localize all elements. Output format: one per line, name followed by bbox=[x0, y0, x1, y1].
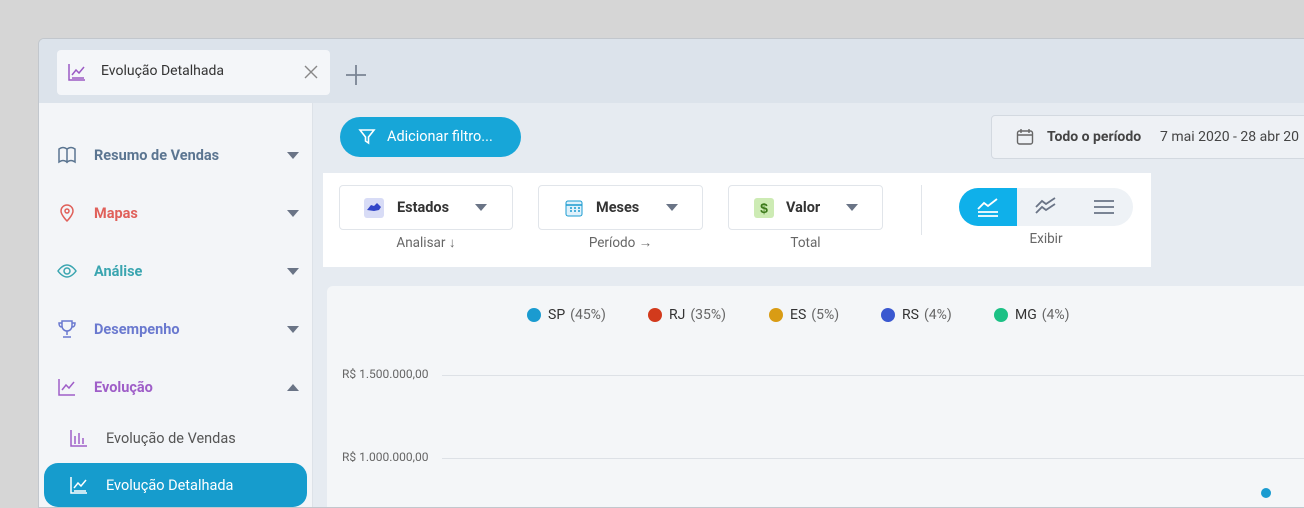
tab-bar: Evolução Detalhada bbox=[39, 39, 1304, 103]
tab-title: Evolução Detalhada bbox=[101, 63, 225, 79]
legend-name: MG bbox=[1015, 307, 1037, 323]
legend-dot bbox=[769, 308, 783, 322]
sidebar-subitem[interactable]: Evolução de Vendas bbox=[39, 418, 313, 458]
legend-dot bbox=[994, 308, 1008, 322]
sidebar-item[interactable]: Análise bbox=[39, 251, 313, 291]
sidebar-item[interactable]: Resumo de Vendas bbox=[39, 135, 313, 175]
sidebar-item[interactable]: Desempenho bbox=[39, 309, 313, 349]
data-point bbox=[1261, 488, 1271, 498]
legend-share: (35%) bbox=[690, 307, 727, 323]
legend-item[interactable]: RJ (35%) bbox=[648, 307, 726, 323]
y-axis-label: R$ 1.500.000,00 bbox=[342, 367, 429, 381]
sidebar-item[interactable]: Evolução bbox=[39, 367, 313, 407]
toggle-lines[interactable] bbox=[1035, 197, 1057, 217]
dropdown-value: Meses bbox=[596, 199, 640, 216]
window: Evolução Detalhada Resumo de Vendas Mapas… bbox=[38, 38, 1304, 508]
period-dropdown[interactable]: Meses bbox=[538, 185, 703, 230]
item-label: Desempenho bbox=[94, 320, 180, 338]
legend-item[interactable]: RS (4%) bbox=[881, 307, 952, 323]
legend-share: (5%) bbox=[811, 307, 840, 323]
legend-share: (4%) bbox=[1041, 307, 1070, 323]
tab[interactable]: Evolução Detalhada bbox=[57, 50, 330, 95]
screen: {"tab":{"title":"Evolução Detalhada"}, "… bbox=[38, 38, 1304, 508]
legend-dot bbox=[648, 308, 662, 322]
legend-name: RJ bbox=[669, 307, 686, 323]
legend-item[interactable]: SP (45%) bbox=[527, 307, 606, 323]
date-range[interactable]: Todo o período 7 mai 2020 - 28 abr 20 bbox=[991, 115, 1304, 159]
legend-dot bbox=[881, 308, 895, 322]
sidebar: Resumo de Vendas Mapas Análise Desempenho Ev… bbox=[39, 103, 313, 507]
legend-name: ES bbox=[790, 307, 807, 323]
divider bbox=[921, 185, 922, 235]
grid-line bbox=[442, 458, 1304, 459]
svg-text:$: $ bbox=[760, 200, 768, 216]
sidebar-subitem[interactable]: Evolução Detalhada bbox=[44, 463, 307, 507]
controls-panel: Estados Analisar ↓ Meses Período → $ Val… bbox=[323, 173, 1151, 267]
add-filter-button[interactable]: Adicionar filtro... bbox=[340, 117, 521, 157]
item-label: Mapas bbox=[94, 204, 138, 222]
legend-share: (4%) bbox=[923, 307, 952, 323]
dropdown-value: Valor bbox=[786, 199, 821, 216]
display-caption: Exibir bbox=[1029, 231, 1063, 247]
item-label: Evolução bbox=[94, 378, 153, 396]
dimension-dropdown[interactable]: Estados bbox=[339, 185, 513, 230]
item-label: Análise bbox=[94, 262, 143, 280]
legend-name: RS bbox=[902, 307, 919, 323]
tab-close[interactable] bbox=[304, 65, 318, 79]
period-range: 7 mai 2020 - 28 abr 20 bbox=[1160, 129, 1300, 145]
dropdown-value: Estados bbox=[397, 199, 450, 216]
period-label: Todo o período bbox=[1047, 129, 1142, 145]
add-filter-label: Adicionar filtro... bbox=[387, 128, 493, 145]
dropdown-caption: Analisar ↓ bbox=[396, 235, 456, 251]
grid-line bbox=[442, 375, 1304, 376]
chart-card: R$ 1.500.000,00 R$ 1.000.000,00 SP (45%) R… bbox=[327, 286, 1304, 507]
legend-item[interactable]: MG (4%) bbox=[994, 307, 1070, 323]
item-label: Evolução de Vendas bbox=[106, 429, 236, 447]
measure-dropdown[interactable]: $ Valor bbox=[728, 185, 883, 230]
dropdown-caption: Total bbox=[790, 235, 821, 251]
dropdown-caption: Período → bbox=[588, 235, 653, 251]
display-toggle bbox=[959, 188, 1133, 226]
legend-dot bbox=[527, 308, 541, 322]
item-label: Resumo de Vendas bbox=[94, 146, 220, 164]
item-label: Evolução Detalhada bbox=[106, 476, 234, 494]
sidebar-item[interactable]: Mapas bbox=[39, 193, 313, 233]
y-axis-label: R$ 1.000.000,00 bbox=[342, 450, 429, 464]
toggle-area[interactable] bbox=[959, 188, 1017, 226]
legend-item[interactable]: ES (5%) bbox=[769, 307, 839, 323]
new-tab[interactable] bbox=[345, 64, 367, 86]
legend-share: (45%) bbox=[570, 307, 606, 323]
toggle-table[interactable] bbox=[1093, 198, 1115, 216]
tab-icon bbox=[68, 64, 85, 81]
legend-name: SP bbox=[548, 307, 566, 323]
